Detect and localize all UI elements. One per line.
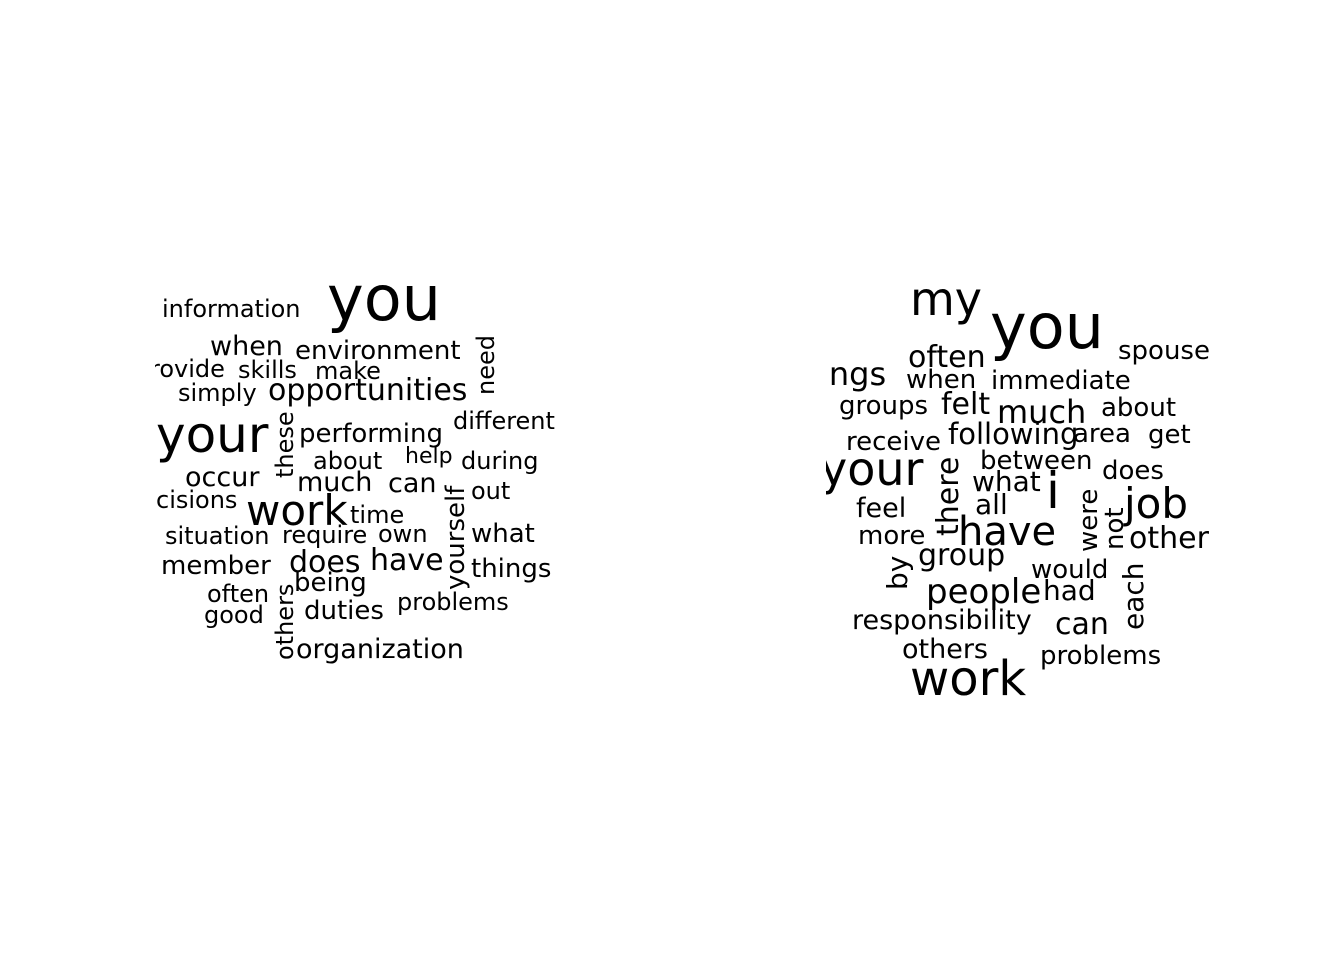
- cloud-word: about: [313, 447, 383, 475]
- cloud-word: following: [948, 417, 1079, 451]
- cloud-word: during: [461, 447, 539, 475]
- cloud-word: time: [350, 501, 405, 529]
- cloud-word: have: [370, 543, 444, 578]
- cloud-word: require: [282, 521, 368, 549]
- cloud-word: skills: [238, 356, 297, 384]
- cloud-word: when: [210, 331, 283, 362]
- word-cloud-left: information you when environment need rovide s…: [155, 262, 575, 672]
- cloud-word: information: [162, 295, 301, 323]
- cloud-word: felt: [941, 387, 991, 422]
- cloud-word: spouse: [1118, 336, 1210, 366]
- cloud-word: my: [910, 272, 983, 326]
- cloud-word: groups: [839, 391, 929, 421]
- cloud-word: much: [997, 393, 1087, 431]
- cloud-word: good: [204, 601, 264, 629]
- cloud-word: environment: [295, 336, 461, 366]
- cloud-word: much: [297, 467, 373, 498]
- cloud-word: what: [471, 519, 535, 549]
- cloud-word: feel: [856, 493, 907, 524]
- cloud-word: not: [1100, 507, 1130, 550]
- cloud-word: others: [271, 583, 299, 660]
- cloud-word: problems: [397, 588, 509, 616]
- cloud-word: by: [881, 555, 914, 590]
- cloud-word: need: [472, 335, 500, 395]
- cloud-word: yourself: [441, 485, 471, 590]
- word-cloud-right: my you spouse often ings when immediate groups f…: [826, 262, 1226, 712]
- cloud-word: simply: [178, 379, 257, 407]
- cloud-word: things: [471, 554, 552, 584]
- cloud-word: immediate: [991, 366, 1131, 396]
- cloud-word: responsibility: [852, 605, 1032, 636]
- cloud-word: group: [918, 538, 1006, 573]
- cloud-word: more: [858, 521, 926, 551]
- cloud-word: work: [910, 651, 1027, 707]
- cloud-word: i: [1046, 462, 1060, 520]
- cloud-word: can: [388, 468, 437, 499]
- cloud-word: member: [161, 551, 271, 581]
- cloud-word: can: [1055, 607, 1109, 642]
- cloud-word: these: [271, 411, 299, 478]
- cloud-word: work: [246, 486, 348, 535]
- cloud-word: make: [315, 357, 381, 385]
- cloud-word: others: [902, 634, 988, 665]
- cloud-word: out: [471, 477, 511, 505]
- cloud-word: performing: [299, 419, 444, 449]
- cloud-word: you: [990, 290, 1104, 363]
- cloud-word: between: [980, 446, 1093, 476]
- cloud-word: receive: [846, 427, 942, 457]
- cloud-word: get: [1148, 420, 1191, 450]
- cloud-word: does: [289, 545, 361, 580]
- cloud-word: other: [1129, 521, 1209, 556]
- cloud-word: about: [1101, 393, 1177, 423]
- cloud-word: all: [975, 488, 1008, 521]
- cloud-word: each: [1117, 562, 1150, 630]
- cloud-word: what: [972, 465, 1041, 498]
- cloud-word: often: [908, 340, 986, 375]
- cloud-word: problems: [1040, 641, 1162, 671]
- cloud-word: opportunities: [268, 373, 468, 408]
- cloud-word: occur: [185, 462, 260, 493]
- cloud-word: had: [1043, 574, 1096, 607]
- cloud-word: your: [826, 442, 924, 496]
- cloud-word: job: [1124, 479, 1189, 528]
- cloud-word: area: [1073, 419, 1131, 449]
- cloud-word: would: [1031, 555, 1109, 585]
- cloud-word: situation: [165, 522, 270, 550]
- cloud-word: have: [958, 509, 1057, 555]
- cloud-word: different: [453, 407, 555, 435]
- cloud-word: people: [926, 572, 1042, 612]
- cloud-word: were: [1074, 488, 1104, 552]
- cloud-word: often: [207, 580, 270, 608]
- cloud-word: does: [1102, 456, 1164, 486]
- cloud-word: own: [378, 520, 428, 548]
- cloud-word: organization: [296, 634, 464, 665]
- cloud-word: when: [906, 365, 977, 395]
- cloud-word: you: [327, 262, 441, 335]
- cloud-word: help: [405, 444, 453, 469]
- cloud-word: your: [156, 406, 269, 464]
- cloud-word: ings: [826, 355, 887, 393]
- cloud-word: rovide: [155, 355, 225, 383]
- cloud-word: duties: [304, 596, 384, 626]
- cloud-word: being: [294, 568, 367, 598]
- cloud-word: cisions: [156, 486, 238, 514]
